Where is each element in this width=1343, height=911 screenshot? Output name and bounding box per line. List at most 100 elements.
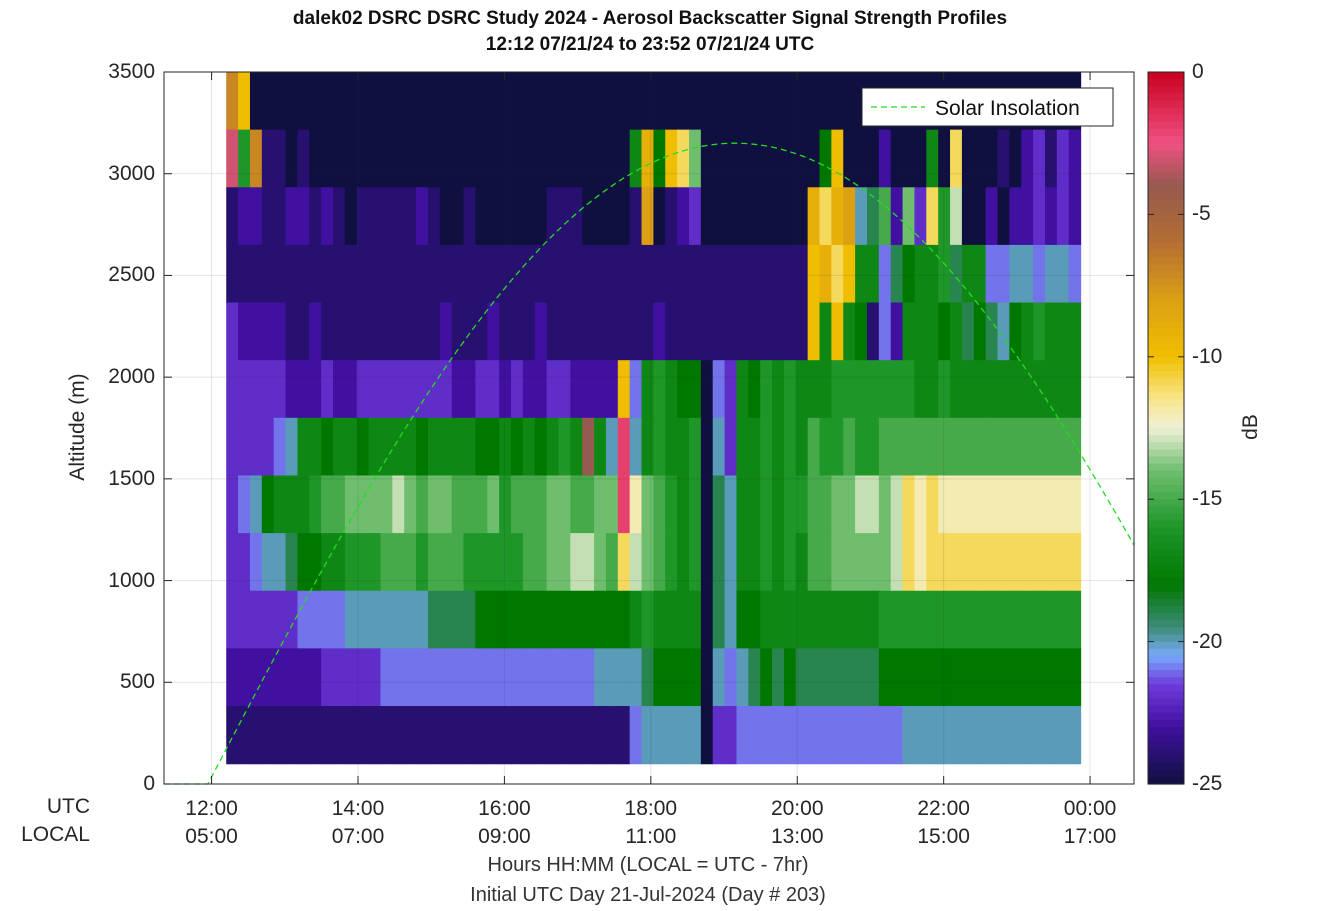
heatmap-cell — [439, 533, 453, 592]
heatmap-cell — [487, 244, 500, 304]
y-tick-label: 500 — [119, 670, 155, 694]
heatmap-cell — [629, 533, 643, 592]
heatmap-cell — [653, 475, 666, 534]
heatmap-cell — [309, 706, 322, 765]
heatmap-cell — [700, 590, 714, 649]
heatmap-cell — [499, 706, 512, 765]
heatmap-cell — [760, 417, 773, 477]
heatmap-cell — [985, 590, 999, 649]
heatmap-cell — [392, 417, 405, 477]
heatmap-cell — [878, 187, 892, 246]
heatmap-cell — [866, 533, 880, 592]
heatmap-cell — [261, 129, 275, 188]
heatmap-cell — [321, 590, 334, 649]
heatmap-cell — [617, 706, 631, 765]
colorbar-cell — [1148, 178, 1184, 187]
heatmap-cell — [344, 475, 358, 534]
x-tick-utc: 14:00 — [331, 797, 385, 820]
heatmap-cell — [700, 129, 714, 188]
heatmap-cell — [273, 648, 287, 707]
heatmap-cell — [404, 533, 417, 592]
colorbar-cell — [1148, 670, 1184, 678]
colorbar-cell — [1148, 328, 1184, 337]
heatmap-cell — [1033, 244, 1046, 304]
heatmap-cell — [546, 590, 560, 649]
colorbar-cell — [1148, 107, 1184, 116]
heatmap-cell — [475, 533, 488, 592]
heatmap-cell — [368, 417, 382, 477]
heatmap-cell — [344, 648, 358, 707]
heatmap-cell — [890, 244, 904, 304]
heatmap-cell — [273, 706, 287, 765]
heatmap-cell — [487, 590, 500, 649]
heatmap-cell — [807, 648, 821, 707]
heatmap-cell — [772, 244, 785, 304]
heatmap-cell — [902, 302, 916, 361]
heatmap-cell — [285, 590, 299, 649]
heatmap-cell — [475, 417, 488, 477]
heatmap-cell — [795, 417, 809, 477]
x-tick-label: 18:00 11:00 — [606, 795, 696, 851]
colorbar-cell — [1148, 677, 1184, 685]
heatmap-cell — [641, 590, 654, 649]
heatmap-cell — [653, 706, 666, 765]
heatmap-cell — [902, 533, 916, 592]
heatmap-cell — [451, 244, 465, 304]
heatmap-cell — [511, 648, 524, 707]
heatmap-cell — [333, 533, 346, 592]
heatmap-cell — [487, 129, 500, 188]
heatmap-cell — [475, 706, 488, 765]
colorbar-cell — [1148, 128, 1184, 137]
heatmap-cell — [475, 360, 488, 419]
heatmap-cell — [238, 475, 251, 534]
heatmap-cell — [1009, 706, 1022, 765]
heatmap-cell — [819, 706, 832, 765]
heatmap-cell — [309, 417, 322, 477]
colorbar-cell — [1148, 492, 1184, 500]
heatmap-cell — [772, 417, 785, 477]
heatmap-cell — [795, 706, 809, 765]
heatmap-cell — [297, 533, 310, 592]
heatmap-cell — [451, 590, 465, 649]
heatmap-cell — [1068, 475, 1082, 534]
heatmap-cell — [546, 706, 560, 765]
heatmap-cell — [760, 475, 773, 534]
y-axis-label: Altitude (m) — [66, 373, 89, 481]
colorbar-cell — [1148, 470, 1184, 479]
heatmap-cell — [1009, 244, 1022, 304]
heatmap-cell — [950, 244, 963, 304]
heatmap-cell — [926, 590, 939, 649]
heatmap-cell — [321, 533, 334, 592]
x-tick-label: 14:00 07:00 — [313, 795, 403, 851]
heatmap-cell — [380, 417, 393, 477]
heatmap-cell — [249, 417, 263, 477]
heatmap-cell — [700, 244, 714, 304]
heatmap-cell — [700, 475, 714, 534]
heatmap-cell — [475, 302, 488, 361]
heatmap-cell — [712, 533, 726, 592]
heatmap-cell — [677, 244, 690, 304]
heatmap-cell — [582, 417, 595, 477]
heatmap-cell — [1044, 244, 1058, 304]
heatmap-cell — [1044, 590, 1058, 649]
heatmap-cell — [522, 590, 536, 649]
heatmap-cell — [700, 302, 714, 361]
heatmap-cell — [261, 302, 275, 361]
heatmap-cell — [261, 590, 275, 649]
colorbar-cell — [1148, 598, 1184, 607]
colorbar-label: dB — [1238, 414, 1262, 440]
heatmap-cell — [736, 475, 749, 534]
solar-insolation-line — [164, 142, 1135, 785]
heatmap-cell — [249, 590, 263, 649]
heatmap-cell — [368, 590, 382, 649]
heatmap-cell — [629, 706, 643, 765]
heatmap-cell — [855, 648, 868, 707]
heatmap-cell — [439, 590, 453, 649]
heatmap-cell — [273, 72, 287, 131]
heatmap-cell — [855, 129, 868, 188]
heatmap-cell — [712, 475, 726, 534]
heatmap-cell — [297, 590, 310, 649]
heatmap-cell — [855, 417, 868, 477]
legend — [861, 87, 1114, 127]
heatmap-cell — [736, 706, 749, 765]
